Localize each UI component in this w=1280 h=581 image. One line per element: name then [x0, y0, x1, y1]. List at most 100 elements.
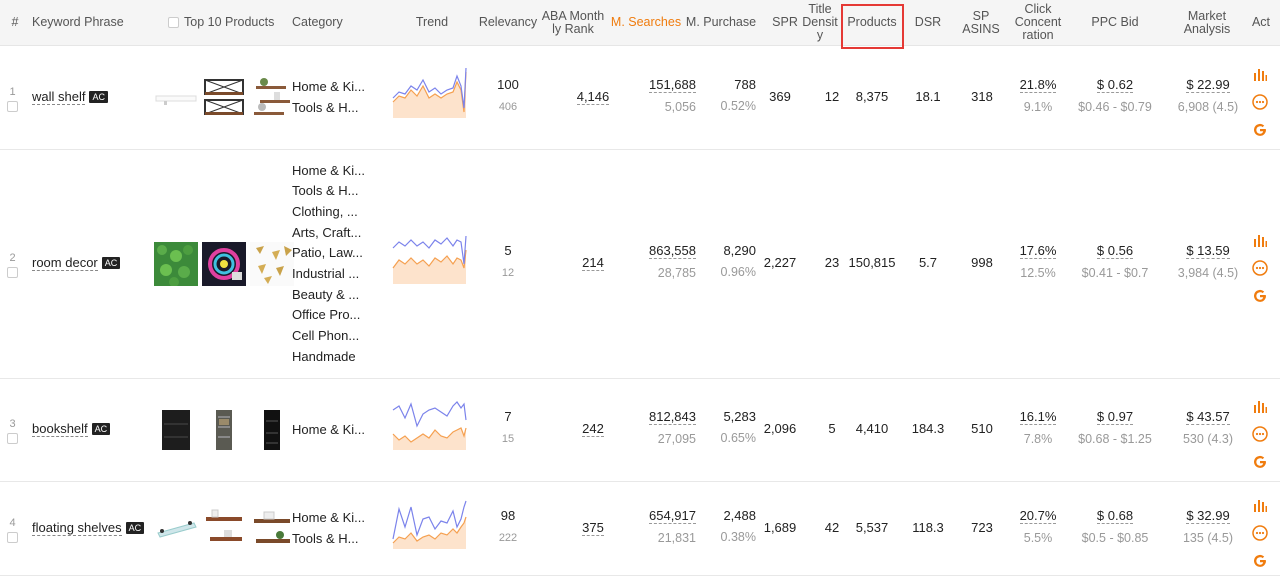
- header-spr[interactable]: SPR: [772, 15, 798, 29]
- product-thumbnail[interactable]: [154, 242, 198, 289]
- category-item: Tools & H...: [292, 530, 359, 546]
- dsr-cell: 5.7: [906, 255, 950, 270]
- header-click-line2: Concent: [1014, 15, 1062, 29]
- bar-chart-icon[interactable]: [1252, 497, 1268, 513]
- keyword-cell: room decor AC: [32, 255, 121, 271]
- product-thumbnail[interactable]: [154, 507, 198, 554]
- header-category[interactable]: Category: [292, 15, 343, 29]
- trend-sparkline[interactable]: [391, 499, 469, 552]
- searches-value[interactable]: 654,917: [649, 507, 696, 524]
- product-thumbnail[interactable]: [202, 507, 246, 554]
- row-index: 1: [9, 85, 16, 98]
- header-aba-line1: ABA Month: [541, 8, 605, 23]
- header-aba-rank[interactable]: ABA Month ly Rank: [540, 0, 606, 45]
- market-price[interactable]: $ 43.57: [1186, 409, 1230, 425]
- header-top10-products[interactable]: Top 10 Products: [168, 0, 283, 45]
- ppc-value[interactable]: $ 0.68: [1096, 507, 1134, 524]
- searches-value[interactable]: 863,558: [649, 243, 696, 259]
- ppc-bid-cell: $ 0.68 $0.5 - $0.85: [1070, 508, 1160, 545]
- ppc-value[interactable]: $ 0.56: [1096, 243, 1134, 259]
- top10-checkbox[interactable]: [168, 17, 179, 28]
- row-checkbox[interactable]: [7, 100, 18, 112]
- ppc-value[interactable]: $ 0.62: [1096, 76, 1134, 93]
- row-actions: [1252, 232, 1268, 316]
- ac-badge: AC: [91, 423, 111, 435]
- bar-chart-icon[interactable]: [1252, 232, 1268, 248]
- aba-rank-value[interactable]: 375: [582, 519, 604, 536]
- dsr-value: 5.7: [918, 255, 938, 270]
- click-value[interactable]: 16.1%: [1019, 409, 1057, 425]
- header-products[interactable]: Products: [847, 15, 897, 29]
- product-thumbnail[interactable]: [250, 507, 294, 554]
- row-checkbox[interactable]: [7, 267, 18, 278]
- product-thumbnail[interactable]: [202, 242, 246, 289]
- sp-asins-value: 998: [971, 255, 993, 270]
- header-title-density[interactable]: Title Densit y: [800, 0, 840, 45]
- keyword-link[interactable]: floating shelves: [32, 519, 122, 536]
- searches-value[interactable]: 151,688: [649, 76, 696, 93]
- header-sp-asins[interactable]: SP ASINS: [958, 0, 1004, 45]
- product-thumbnail[interactable]: [250, 76, 294, 123]
- product-thumbnail[interactable]: [202, 76, 246, 123]
- trend-sparkline[interactable]: [391, 400, 469, 453]
- market-price[interactable]: $ 22.99: [1186, 76, 1230, 93]
- spr-value: 2,227: [763, 255, 797, 270]
- row-actions: [1252, 66, 1268, 150]
- google-search-icon[interactable]: [1252, 122, 1268, 138]
- click-concentration-cell: 17.6% 12.5%: [1008, 243, 1068, 280]
- product-thumbnail[interactable]: [250, 242, 294, 289]
- header-ppc-bid[interactable]: PPC Bid: [1091, 15, 1139, 29]
- spr-cell: 2,227: [760, 255, 800, 270]
- header-click-concentration[interactable]: Click Concent ration: [1008, 0, 1068, 45]
- aba-rank-value[interactable]: 4,146: [576, 88, 610, 105]
- searches-value[interactable]: 812,843: [649, 409, 696, 425]
- bar-chart-icon[interactable]: [1252, 398, 1268, 414]
- google-search-icon[interactable]: [1252, 553, 1268, 569]
- google-search-icon[interactable]: [1252, 288, 1268, 304]
- relevancy-sub: 15: [501, 433, 515, 445]
- more-options-icon[interactable]: [1252, 524, 1268, 541]
- keyword-link[interactable]: bookshelf: [32, 421, 88, 437]
- purchase-rate: 0.52%: [720, 98, 756, 113]
- header-keyword-phrase[interactable]: Keyword Phrase: [32, 15, 124, 29]
- keyword-link[interactable]: room decor: [32, 255, 98, 271]
- header-market-analysis[interactable]: Market Analysis: [1174, 0, 1240, 45]
- more-options-icon[interactable]: [1252, 93, 1268, 110]
- more-options-icon[interactable]: [1252, 426, 1268, 442]
- header-relevancy[interactable]: Relevancy: [478, 15, 538, 29]
- relevancy-cell: 5 12: [477, 243, 539, 279]
- table-row: 2 room decor AC Home & Ki... Tools & H... Clo…: [0, 150, 1280, 379]
- spr-cell: 1,689: [760, 520, 800, 535]
- header-click-line1: Click: [1024, 2, 1052, 16]
- keyword-link[interactable]: wall shelf: [32, 88, 86, 105]
- aba-rank-value[interactable]: 242: [582, 421, 604, 437]
- more-options-icon[interactable]: [1252, 260, 1268, 276]
- trend-sparkline[interactable]: [391, 67, 469, 121]
- category-list: Home & Ki... Tools & H... Clothing, ... Art…: [292, 161, 365, 368]
- row-checkbox[interactable]: [7, 433, 18, 444]
- searches-cell: 812,843 27,095: [620, 409, 696, 446]
- ppc-value[interactable]: $ 0.97: [1096, 409, 1134, 425]
- trend-sparkline[interactable]: [391, 234, 469, 287]
- click-value[interactable]: 21.8%: [1019, 76, 1057, 93]
- header-dsr[interactable]: DSR: [914, 15, 942, 29]
- market-price[interactable]: $ 13.59: [1186, 243, 1230, 259]
- click-value[interactable]: 20.7%: [1019, 507, 1057, 524]
- relevancy-value: 98: [500, 507, 516, 523]
- header-monthly-searches[interactable]: M. Searches: [610, 15, 682, 29]
- product-thumbnail[interactable]: [154, 76, 198, 123]
- product-thumbnail[interactable]: [250, 408, 294, 455]
- sp-asins-value: 723: [971, 519, 993, 535]
- title-density-value: 5: [828, 421, 836, 436]
- product-thumbnail[interactable]: [202, 408, 246, 455]
- header-monthly-purchase[interactable]: M. Purchase: [685, 15, 757, 29]
- dsr-cell: 18.1: [906, 89, 950, 104]
- bar-chart-icon[interactable]: [1252, 66, 1268, 82]
- product-thumbnail[interactable]: [154, 408, 198, 455]
- aba-rank-value[interactable]: 214: [582, 255, 604, 271]
- market-price[interactable]: $ 32.99: [1186, 507, 1230, 524]
- google-search-icon[interactable]: [1252, 454, 1268, 470]
- trend-line-searches: [392, 401, 467, 428]
- row-checkbox[interactable]: [7, 531, 18, 543]
- click-value[interactable]: 17.6%: [1019, 243, 1057, 259]
